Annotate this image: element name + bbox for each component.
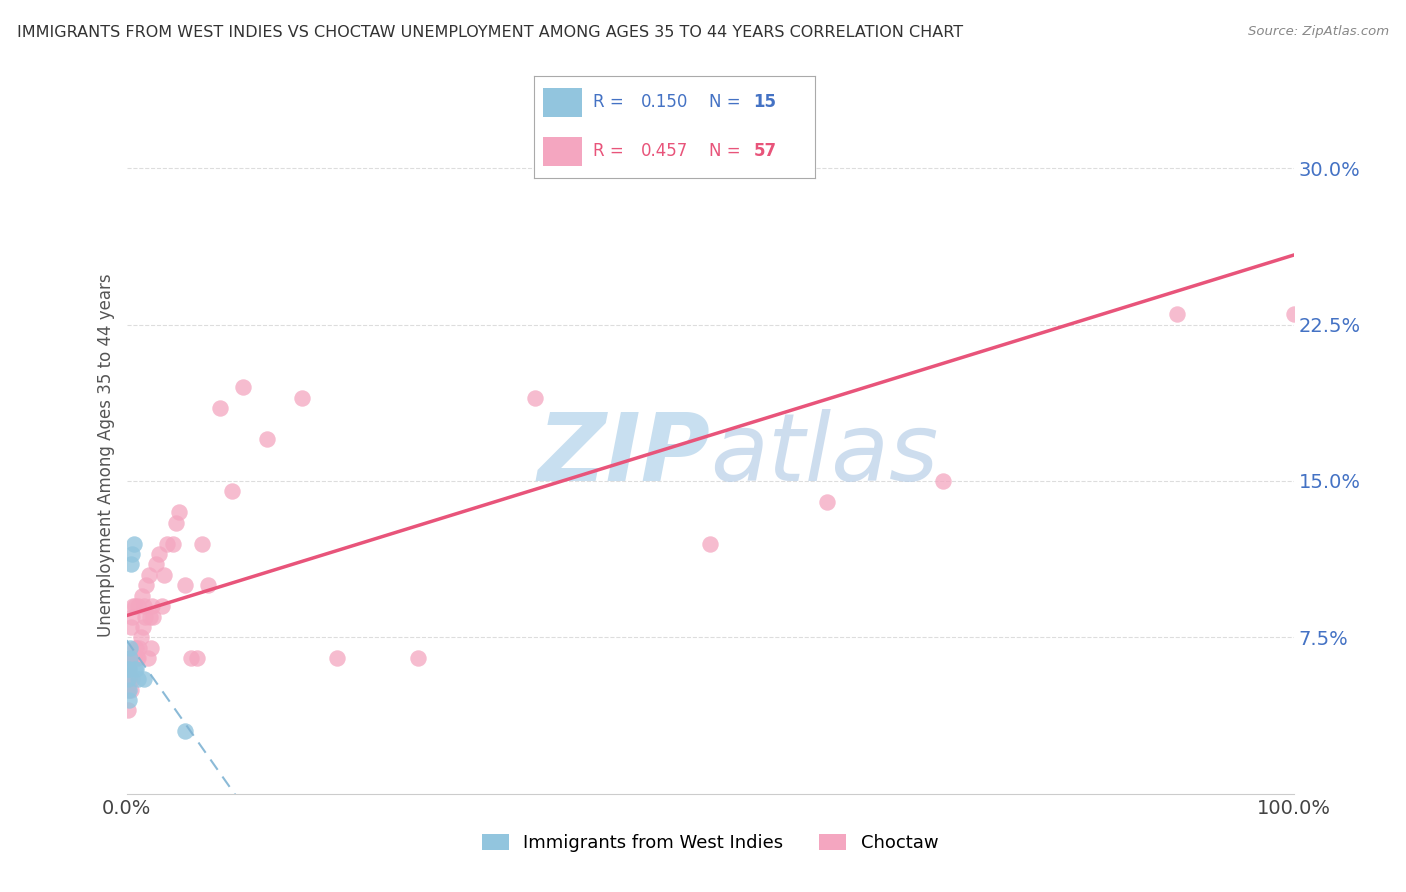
Text: 0.457: 0.457 xyxy=(641,142,689,161)
Point xyxy=(325,651,347,665)
Point xyxy=(141,599,163,614)
Point xyxy=(122,651,145,665)
Point xyxy=(118,651,141,665)
Point xyxy=(221,484,243,499)
Point xyxy=(117,672,139,686)
Point xyxy=(125,662,148,676)
Text: 15: 15 xyxy=(754,93,776,111)
Point xyxy=(117,662,139,676)
Point xyxy=(118,693,141,707)
Point xyxy=(699,536,721,550)
Text: IMMIGRANTS FROM WEST INDIES VS CHOCTAW UNEMPLOYMENT AMONG AGES 35 TO 44 YEARS CO: IMMIGRANTS FROM WEST INDIES VS CHOCTAW U… xyxy=(17,25,963,40)
Legend: Immigrants from West Indies, Choctaw: Immigrants from West Indies, Choctaw xyxy=(474,827,946,859)
Text: N =: N = xyxy=(709,93,745,111)
Point xyxy=(125,640,148,655)
Point xyxy=(174,724,197,739)
Point xyxy=(118,662,141,676)
Text: Source: ZipAtlas.com: Source: ZipAtlas.com xyxy=(1249,25,1389,38)
Point xyxy=(117,682,139,697)
Point xyxy=(139,640,162,655)
Y-axis label: Unemployment Among Ages 35 to 44 years: Unemployment Among Ages 35 to 44 years xyxy=(97,273,115,637)
Point xyxy=(121,609,143,624)
Point xyxy=(197,578,219,592)
Text: R =: R = xyxy=(593,142,630,161)
Point xyxy=(148,547,170,561)
Point xyxy=(118,651,141,665)
Point xyxy=(127,651,149,665)
Point xyxy=(131,589,153,603)
Text: ZIP: ZIP xyxy=(537,409,710,501)
Text: R =: R = xyxy=(593,93,630,111)
Point xyxy=(174,578,197,592)
Point xyxy=(127,672,149,686)
Point xyxy=(118,672,141,686)
Bar xyxy=(543,88,582,117)
Point xyxy=(815,495,838,509)
Text: 57: 57 xyxy=(754,142,776,161)
Point xyxy=(232,380,254,394)
Point xyxy=(165,516,187,530)
Point xyxy=(136,651,159,665)
Point xyxy=(524,391,547,405)
Point xyxy=(120,558,142,572)
Text: 0.150: 0.150 xyxy=(641,93,689,111)
Point xyxy=(118,682,141,697)
Point xyxy=(142,609,165,624)
Point xyxy=(156,536,179,550)
Point xyxy=(180,651,202,665)
Point xyxy=(117,703,139,717)
Bar xyxy=(543,137,582,166)
Point xyxy=(186,651,208,665)
Point xyxy=(132,620,155,634)
Point xyxy=(191,536,214,550)
Point xyxy=(135,578,157,592)
Point xyxy=(150,599,173,614)
Point xyxy=(125,651,148,665)
Point xyxy=(121,672,143,686)
Point xyxy=(121,547,143,561)
Point xyxy=(122,536,145,550)
Point xyxy=(153,567,176,582)
Point xyxy=(124,640,146,655)
Point xyxy=(132,599,155,614)
Point xyxy=(408,651,430,665)
Point xyxy=(124,599,146,614)
Point xyxy=(118,640,141,655)
Point xyxy=(138,567,160,582)
Point xyxy=(167,505,190,519)
Point xyxy=(120,682,142,697)
Point xyxy=(134,609,156,624)
Point xyxy=(1108,57,1130,71)
Point xyxy=(118,662,141,676)
Point xyxy=(290,391,312,405)
Point xyxy=(127,599,149,614)
Point xyxy=(139,609,162,624)
Point xyxy=(932,474,955,488)
Point xyxy=(128,640,150,655)
Point xyxy=(120,620,142,634)
Point xyxy=(129,631,152,645)
Point xyxy=(132,672,155,686)
Text: atlas: atlas xyxy=(710,409,938,500)
Point xyxy=(1282,307,1305,321)
Point xyxy=(124,662,146,676)
Point xyxy=(162,536,184,550)
Point xyxy=(145,558,167,572)
Point xyxy=(256,432,278,446)
Point xyxy=(208,401,231,415)
Text: N =: N = xyxy=(709,142,745,161)
Point xyxy=(1166,307,1188,321)
Point xyxy=(122,599,145,614)
